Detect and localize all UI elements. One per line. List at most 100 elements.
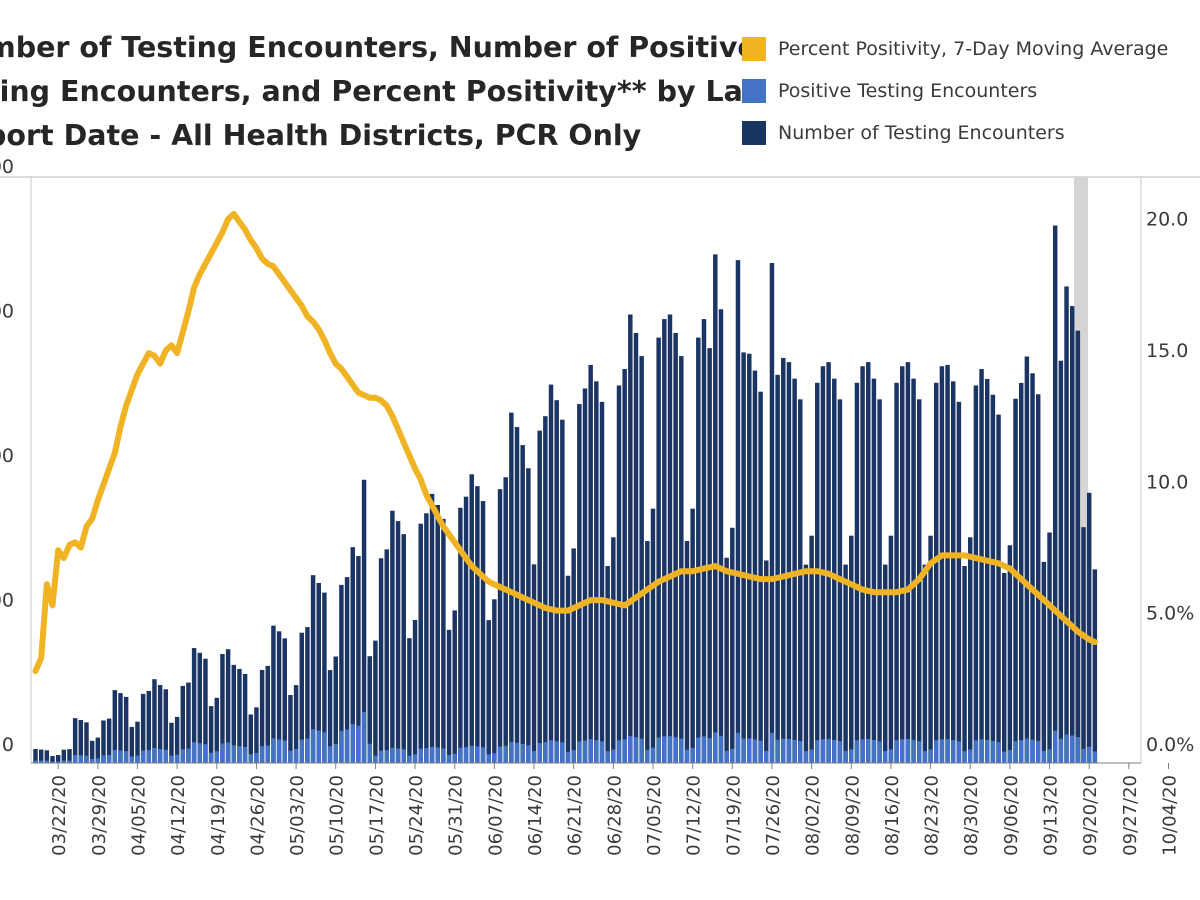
testing-encounters-bar bbox=[781, 357, 786, 763]
testing-encounters-bar bbox=[55, 755, 61, 763]
y-left-tick-label: 00 bbox=[0, 590, 14, 612]
positive-encounters-bar bbox=[1075, 737, 1081, 763]
testing-encounters-bar bbox=[911, 378, 916, 763]
positive-encounters-bar bbox=[350, 724, 355, 763]
x-tick-label: 03/29/20 bbox=[89, 775, 110, 856]
testing-encounters-bar bbox=[900, 366, 905, 763]
testing-encounters-bar bbox=[367, 656, 372, 763]
x-tick-label: 07/26/20 bbox=[763, 775, 784, 856]
positive-encounters-bar bbox=[401, 749, 406, 763]
testing-encounters-bar bbox=[1013, 398, 1018, 763]
positive-encounters-bar bbox=[344, 729, 350, 763]
testing-encounters-bar bbox=[140, 693, 146, 763]
testing-encounters-bar bbox=[1041, 561, 1047, 763]
positive-encounters-bar bbox=[33, 760, 38, 763]
testing-encounters-bar bbox=[871, 378, 877, 763]
testing-encounters-bar bbox=[452, 610, 457, 763]
x-tick-label: 05/17/20 bbox=[366, 775, 387, 856]
testing-encounters-bar bbox=[101, 720, 106, 763]
positive-encounters-bar bbox=[197, 743, 203, 763]
testing-encounters-bar bbox=[690, 508, 695, 763]
positive-encounters-bar bbox=[237, 746, 242, 763]
legend: Percent Positivity, 7-Day Moving Average… bbox=[742, 28, 1200, 154]
y-right-tick-label: 10.0 bbox=[1146, 471, 1188, 493]
positive-encounters-bar bbox=[1030, 739, 1035, 763]
positive-encounters-bar bbox=[157, 748, 163, 763]
testing-encounters-bar bbox=[1018, 382, 1024, 763]
testing-encounters-bar bbox=[503, 477, 508, 763]
positive-encounters-bar bbox=[169, 755, 174, 763]
testing-encounters-bar bbox=[747, 353, 752, 763]
chart-title: mber of Testing Encounters, Number of Po… bbox=[0, 26, 763, 158]
testing-encounters-bar bbox=[854, 382, 860, 763]
testing-encounters-bar bbox=[50, 756, 55, 763]
positive-encounters-bar bbox=[775, 739, 780, 763]
testing-encounters-bar bbox=[639, 356, 644, 763]
testing-encounters-bar bbox=[197, 652, 203, 763]
positive-encounters-bar bbox=[84, 755, 89, 763]
positive-encounters-bar bbox=[242, 746, 248, 763]
testing-encounters-bar bbox=[656, 337, 661, 763]
testing-encounters-bar bbox=[730, 527, 735, 763]
testing-encounters-bar bbox=[259, 669, 265, 763]
testing-encounters-bar bbox=[373, 640, 378, 763]
x-tick-label: 06/14/20 bbox=[525, 775, 546, 856]
positive-encounters-bar bbox=[129, 756, 135, 763]
testing-encounters-bar bbox=[526, 468, 531, 763]
positive-encounters-bar bbox=[860, 739, 865, 763]
testing-encounters-bar bbox=[832, 378, 837, 763]
testing-encounters-bar bbox=[667, 314, 673, 763]
positive-encounters-bar bbox=[395, 748, 401, 763]
positive-encounters-bar bbox=[475, 746, 480, 763]
testing-encounters-bar bbox=[135, 721, 140, 763]
positive-encounters-bar bbox=[764, 750, 769, 763]
legend-swatch-percent-positivity bbox=[742, 37, 766, 61]
positive-encounters-bar bbox=[599, 741, 605, 763]
testing-encounters-bar bbox=[809, 535, 814, 763]
positive-encounters-bar bbox=[101, 755, 106, 763]
positive-encounters-bar bbox=[769, 733, 775, 763]
positive-encounters-bar bbox=[146, 750, 152, 763]
positive-encounters-bar bbox=[231, 745, 237, 763]
testing-encounters-bar bbox=[973, 385, 979, 763]
positive-encounters-bar bbox=[679, 738, 684, 763]
x-tick-label: 04/19/20 bbox=[208, 775, 229, 856]
positive-encounters-bar bbox=[214, 751, 220, 763]
positive-encounters-bar bbox=[724, 750, 729, 763]
positive-encounters-bar bbox=[741, 738, 746, 763]
bar-group bbox=[33, 225, 1098, 764]
testing-encounters-bar bbox=[1058, 360, 1064, 763]
positive-encounters-bar bbox=[361, 712, 367, 763]
positive-encounters-bar bbox=[747, 738, 752, 763]
testing-encounters-bar bbox=[1081, 527, 1086, 763]
positive-encounters-bar bbox=[866, 738, 871, 763]
positive-encounters-bar bbox=[803, 751, 809, 763]
positive-encounters-bar bbox=[282, 740, 287, 763]
positive-encounters-bar bbox=[67, 760, 72, 763]
testing-encounters-bar bbox=[276, 631, 282, 763]
positive-encounters-bar bbox=[293, 748, 299, 763]
testing-encounters-bar bbox=[480, 501, 486, 763]
testing-encounters-bar bbox=[89, 740, 95, 763]
testing-encounters-bar bbox=[282, 638, 287, 763]
testing-encounters-bar bbox=[967, 537, 973, 763]
positive-encounters-bar bbox=[639, 738, 644, 763]
positive-encounters-bar bbox=[984, 739, 990, 763]
positive-encounters-bar bbox=[469, 745, 474, 763]
positive-encounters-bar bbox=[367, 743, 372, 763]
testing-encounters-bar bbox=[174, 716, 180, 763]
positive-encounters-bar bbox=[225, 742, 231, 763]
testing-encounters-bar bbox=[310, 575, 316, 763]
y-right-tick-label: 5.0% bbox=[1146, 603, 1194, 625]
testing-encounters-bar bbox=[271, 625, 276, 763]
positive-encounters-bar bbox=[310, 729, 316, 763]
positive-encounters-bar bbox=[673, 737, 678, 763]
legend-label-positive-encounters: Positive Testing Encounters bbox=[778, 80, 1038, 102]
testing-encounters-bar bbox=[316, 582, 321, 763]
testing-encounters-bar bbox=[645, 541, 650, 763]
positive-encounters-bar bbox=[934, 740, 939, 763]
legend-label-percent-positivity: Percent Positivity, 7-Day Moving Average bbox=[778, 38, 1169, 60]
testing-encounters-bar bbox=[390, 510, 395, 763]
testing-encounters-bar bbox=[191, 648, 197, 763]
positive-encounters-bar bbox=[690, 747, 695, 763]
